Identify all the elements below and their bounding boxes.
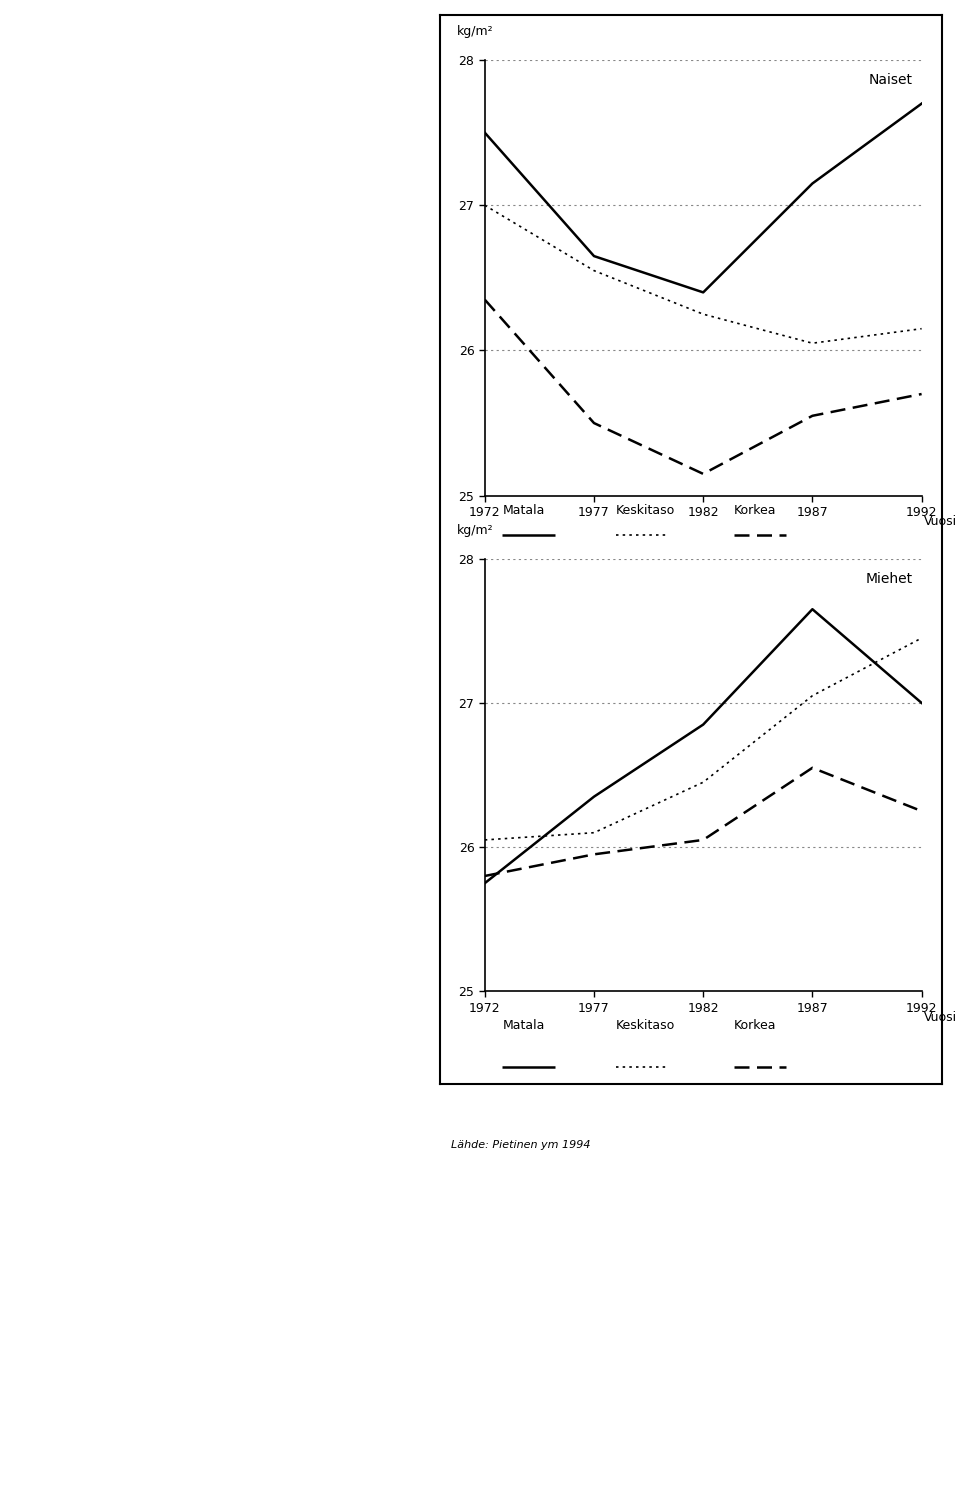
Text: Matala: Matala bbox=[502, 505, 544, 518]
Text: Keskitaso: Keskitaso bbox=[616, 505, 675, 518]
Text: Vuosi: Vuosi bbox=[924, 515, 957, 529]
Text: Korkea: Korkea bbox=[733, 505, 777, 518]
Text: kg/m²: kg/m² bbox=[456, 524, 493, 538]
Text: Matala: Matala bbox=[502, 1020, 544, 1032]
Text: kg/m²: kg/m² bbox=[456, 26, 493, 39]
Text: Naiset: Naiset bbox=[869, 74, 913, 87]
Text: Miehet: Miehet bbox=[866, 572, 913, 586]
Text: Korkea: Korkea bbox=[733, 1020, 777, 1032]
Text: Vuosi: Vuosi bbox=[924, 1011, 957, 1024]
Text: Keskitaso: Keskitaso bbox=[616, 1020, 675, 1032]
Text: Lähde: Pietinen ym 1994: Lähde: Pietinen ym 1994 bbox=[451, 1140, 590, 1151]
